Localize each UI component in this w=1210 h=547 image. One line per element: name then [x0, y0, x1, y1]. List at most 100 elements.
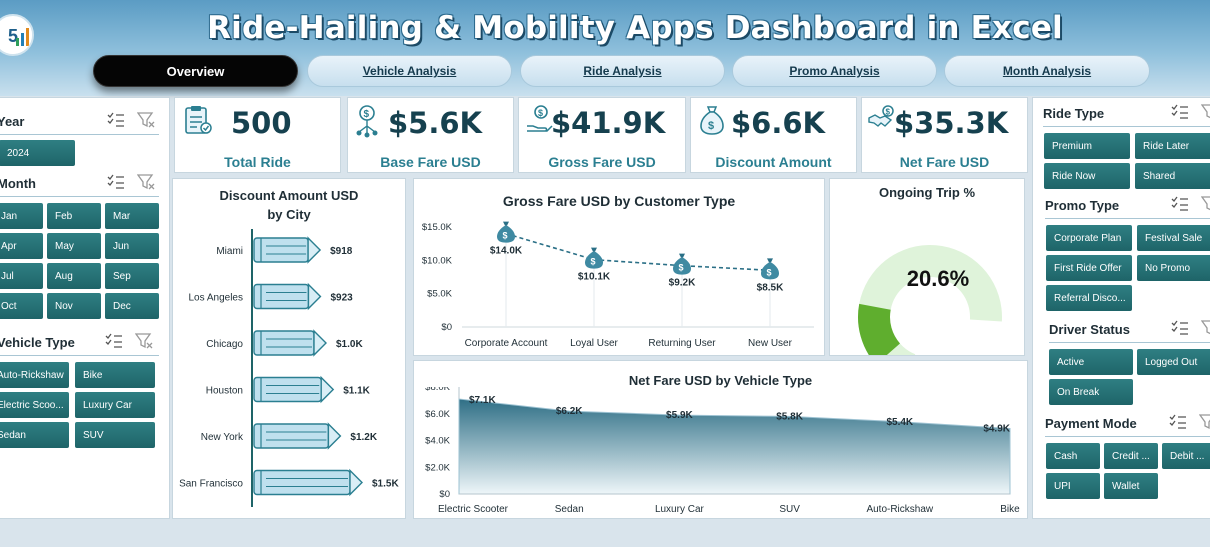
svg-text:$: $	[364, 109, 370, 120]
x-tick-label: SUV	[779, 504, 800, 515]
tab-ride-analysis[interactable]: Ride Analysis	[520, 55, 725, 87]
multi-select-icon[interactable]	[107, 174, 125, 190]
slicer-month-mar[interactable]: Mar	[105, 203, 159, 229]
clear-filter-icon[interactable]	[1201, 104, 1210, 120]
slicer-ride-later[interactable]: Ride Later	[1135, 133, 1210, 159]
multi-select-icon[interactable]	[107, 112, 125, 128]
gross-by-customer-panel: Gross Fare USD by Customer Type $0 $5.0K $…	[413, 178, 825, 356]
clear-filter-icon[interactable]	[135, 333, 153, 349]
multi-select-icon[interactable]	[1171, 196, 1189, 212]
right-slicer-panel: Ride Type Premium Ride Later Ride Now Sh…	[1032, 97, 1210, 519]
kpi-label: Discount Amount	[715, 154, 832, 170]
slicer-payment-debit[interactable]: Debit ...	[1162, 443, 1210, 469]
slicer-vehicle-auto-rickshaw[interactable]: Auto-Rickshaw	[0, 362, 69, 388]
svg-text:5: 5	[8, 26, 18, 46]
y-tick-label: $10.0K	[422, 255, 453, 266]
multi-select-icon[interactable]	[1169, 414, 1187, 430]
slicer-ride-shared[interactable]: Shared	[1135, 163, 1210, 189]
data-label: $6.2K	[556, 406, 583, 417]
slicer-month-oct[interactable]: Oct	[0, 293, 43, 319]
slicer-promo-no-promo[interactable]: No Promo	[1137, 255, 1210, 281]
slicer-month-jun[interactable]: Jun	[105, 233, 159, 259]
ongoing-trip-gauge: 20.6%	[858, 245, 1002, 355]
net-by-vehicle-chart: $0 $2.0K $4.0K $6.0K $8.0K $7.1K Electric Scoo…	[425, 387, 1020, 515]
slicer-promo-referral[interactable]: Referral Disco...	[1046, 285, 1132, 311]
clear-filter-icon[interactable]	[1199, 414, 1210, 430]
kpi-card-discount-amount: $ $6.6K Discount Amount	[690, 97, 857, 173]
slicer-month-sep[interactable]: Sep	[105, 263, 159, 289]
slicer-month-jul[interactable]: Jul	[0, 263, 43, 289]
tab-promo-analysis[interactable]: Promo Analysis	[732, 55, 937, 87]
bar	[253, 422, 342, 450]
tab-vehicle-analysis[interactable]: Vehicle Analysis	[307, 55, 512, 87]
bar	[253, 375, 335, 404]
driver-status-slicer-title: Driver Status	[1049, 322, 1130, 337]
data-label: $7.1K	[469, 395, 496, 406]
money-network-icon: $	[356, 105, 378, 138]
chart-title: Ongoing Trip %	[878, 185, 976, 200]
kpi-card-total-ride: 500 Total Ride	[174, 97, 341, 173]
slicer-vehicle-electric-scooter[interactable]: Electric Scoo...	[0, 392, 69, 418]
slicer-vehicle-suv[interactable]: SUV	[75, 422, 155, 448]
slicer-payment-wallet[interactable]: Wallet	[1104, 473, 1158, 499]
discount-by-city-chart: Miami $918 Los Angeles $923 Chicago $1.0K Hous…	[179, 229, 399, 507]
data-label: $1.5K	[372, 479, 399, 490]
slicer-ride-premium[interactable]: Premium	[1044, 133, 1130, 159]
kpi-value: $41.9K	[551, 106, 666, 140]
slicer-driver-active[interactable]: Active	[1049, 349, 1133, 375]
data-point: $	[673, 253, 691, 275]
kpi-value: 500	[231, 106, 292, 140]
slicer-year-2024[interactable]: 2024	[0, 140, 75, 166]
svg-text:$: $	[708, 120, 714, 132]
slicer-payment-cash[interactable]: Cash	[1046, 443, 1100, 469]
slicer-month-aug[interactable]: Aug	[47, 263, 101, 289]
kpi-value: $5.6K	[388, 106, 483, 140]
y-tick-label: $8.0K	[425, 387, 450, 393]
gross-by-customer-chart: $0 $5.0K $10.0K $15.0K $ $14.0K Corporate Acco…	[422, 221, 814, 349]
slicer-month-jan[interactable]: Jan	[0, 203, 43, 229]
slicer-month-may[interactable]: May	[47, 233, 101, 259]
slicer-month-apr[interactable]: Apr	[0, 233, 43, 259]
multi-select-icon[interactable]	[1171, 320, 1189, 336]
slicer-month-nov[interactable]: Nov	[47, 293, 101, 319]
slicer-driver-logged-out[interactable]: Logged Out	[1137, 349, 1210, 375]
slicer-vehicle-luxury-car[interactable]: Luxury Car	[75, 392, 155, 418]
slicer-vehicle-bike[interactable]: Bike	[75, 362, 155, 388]
slicer-month-dec[interactable]: Dec	[105, 293, 159, 319]
x-tick-label: Bike	[1000, 504, 1020, 515]
clear-filter-icon[interactable]	[1201, 320, 1210, 336]
svg-text:$: $	[679, 263, 684, 273]
y-tick-label: $0	[439, 489, 450, 500]
slicer-promo-first-ride[interactable]: First Ride Offer	[1046, 255, 1132, 281]
multi-select-icon[interactable]	[105, 333, 123, 349]
clear-filter-icon[interactable]	[1201, 196, 1210, 212]
slicer-driver-on-break[interactable]: On Break	[1049, 379, 1133, 405]
x-tick-label: Auto-Rickshaw	[866, 504, 933, 515]
vehicle-type-slicer-icons	[105, 333, 153, 349]
slicer-promo-festival-sale[interactable]: Festival Sale	[1137, 225, 1210, 251]
data-label: $5.4K	[886, 417, 913, 428]
promo-type-slicer-icons	[1171, 196, 1210, 212]
category-label: Los Angeles	[189, 293, 244, 304]
multi-select-icon[interactable]	[1171, 104, 1189, 120]
kpi-value: $35.3K	[894, 106, 1009, 140]
tab-month-analysis[interactable]: Month Analysis	[944, 55, 1150, 87]
slicer-promo-corporate-plan[interactable]: Corporate Plan	[1046, 225, 1132, 251]
slicer-vehicle-sedan[interactable]: Sedan	[0, 422, 69, 448]
category-label: San Francisco	[179, 479, 243, 490]
bar	[253, 282, 322, 311]
chart-title: Discount Amount USD by City	[219, 188, 359, 222]
slicer-month-feb[interactable]: Feb	[47, 203, 101, 229]
slicer-payment-upi[interactable]: UPI	[1046, 473, 1100, 499]
slicer-payment-credit[interactable]: Credit ...	[1104, 443, 1158, 469]
vehicle-type-slicer-title: Vehicle Type	[0, 335, 75, 350]
vehicle-type-slicer-divider	[0, 355, 159, 356]
tab-overview[interactable]: Overview	[93, 55, 298, 87]
category-label: New York	[201, 432, 244, 443]
gauge-value-label: 20.6%	[907, 266, 969, 291]
gauge-fill	[858, 303, 900, 355]
clear-filter-icon[interactable]	[137, 174, 155, 190]
ride-type-slicer-title: Ride Type	[1043, 106, 1105, 121]
slicer-ride-now[interactable]: Ride Now	[1044, 163, 1130, 189]
clear-filter-icon[interactable]	[137, 112, 155, 128]
